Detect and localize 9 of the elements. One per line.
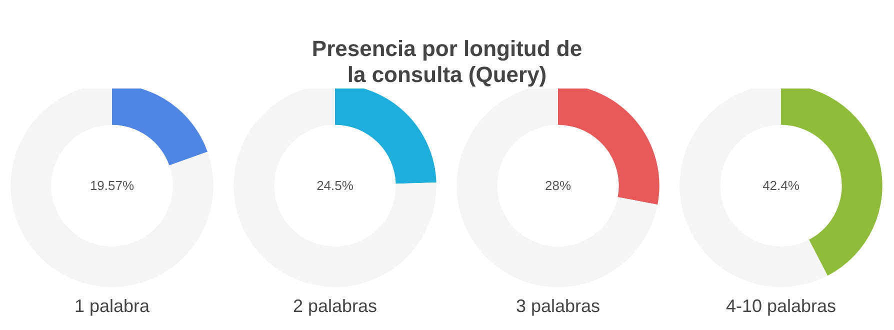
data-label: 28% (544, 178, 572, 194)
data-label: 19.57% (90, 178, 134, 194)
text: Presencia por longitud de la consulta (Query) (312, 36, 582, 89)
data-label: 24.5% (316, 178, 354, 194)
data-label: 42.4% (762, 178, 800, 194)
text: 3 palabras (516, 296, 600, 316)
text: 2 palabras (292, 296, 378, 316)
text: 1 palabra (74, 296, 151, 316)
text: 4-10 palabras (726, 296, 836, 316)
